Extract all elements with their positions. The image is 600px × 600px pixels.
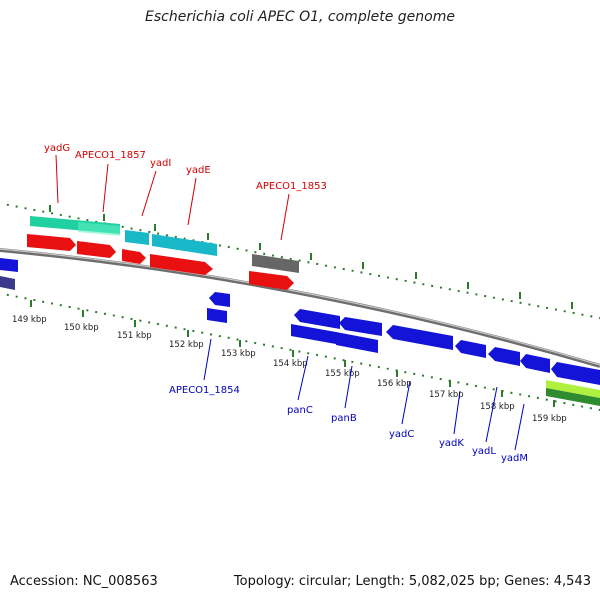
blue-gene-arrow: [294, 309, 340, 329]
tick-label: 155 kbp: [325, 369, 360, 379]
gene-label-APECO1_1857: APECO1_1857: [75, 150, 146, 161]
tick-label: 151 kbp: [117, 331, 152, 341]
blue-gene-arrow: [520, 354, 550, 373]
gene-label-yadG: yadG: [44, 143, 70, 154]
upper-ruler: [0, 202, 600, 319]
red-gene-arrow: [77, 241, 116, 258]
genome-stats-text: Topology: circular; Length: 5,082,025 bp…: [233, 574, 591, 589]
blue-gene-arrow: [209, 292, 230, 307]
top-leader-lines: [55, 154, 290, 241]
tick-label: 153 kbp: [221, 349, 256, 359]
gene-label-yadM: yadM: [501, 453, 528, 464]
yellowgreen-gene-block: [546, 380, 600, 398]
upper-major-ticks: [49, 205, 573, 309]
tick-label: 158 kbp: [480, 402, 515, 412]
gene-label-yadL: yadL: [472, 446, 496, 457]
map-title: Escherichia coli APEC O1, complete genom…: [145, 9, 455, 25]
blue-gene-arrow: [455, 340, 486, 358]
tick-label: 152 kbp: [169, 340, 204, 350]
red-gene-arrow: [249, 271, 294, 290]
tick-label: 150 kbp: [64, 323, 99, 333]
accession-text: Accession: NC_008563: [10, 574, 158, 589]
red-gene-arrow: [27, 234, 76, 251]
blue-gene-arrow: [386, 325, 453, 350]
red-gene-arrow: [122, 249, 146, 264]
gene-label-yadI: yadI: [150, 158, 171, 169]
tick-label: 154 kbp: [273, 359, 308, 369]
blue-gene-block: [207, 308, 227, 323]
cyan-gene-block: [152, 234, 217, 256]
cyan-gene-block: [125, 230, 149, 245]
backbone-highlight: [0, 248, 600, 366]
blue-gene-arrow: [551, 362, 600, 385]
bottom-leader-lines: [203, 338, 525, 451]
gene-label-panB: panB: [331, 413, 357, 424]
gene-label-yadC: yadC: [389, 429, 414, 440]
bottom-blue-genes: [207, 292, 600, 385]
gene-label-APECO1_1854: APECO1_1854: [169, 385, 240, 396]
blue-gene-block: [336, 332, 378, 353]
gene-label-panC: panC: [287, 405, 313, 416]
green-gene-block: [546, 388, 600, 406]
gene-label-yadE: yadE: [186, 165, 211, 176]
lower-ruler: [0, 292, 600, 411]
tick-label: 159 kbp: [532, 414, 567, 424]
lower-major-ticks: [30, 300, 555, 407]
top-red-genes: [27, 234, 299, 290]
top-teal-genes: [30, 216, 217, 256]
gray-gene-block: [252, 254, 299, 273]
tick-label: 157 kbp: [429, 390, 464, 400]
red-gene-arrow: [150, 254, 213, 275]
blue-gene-arrow: [488, 347, 520, 366]
gene-label-yadK: yadK: [439, 438, 464, 449]
right-green-genes: [546, 380, 600, 406]
backbone-line: [0, 248, 600, 368]
blue-gene-block: [291, 324, 336, 344]
teal-gene-block: [78, 222, 120, 236]
gene-label-APECO1_1853: APECO1_1853: [256, 181, 327, 192]
blue-gene-fragment: [0, 258, 18, 272]
blue-gene-arrow: [339, 317, 382, 336]
navy-gene-fragment: [0, 276, 15, 290]
tick-label: 149 kbp: [12, 315, 47, 325]
tick-label: 156 kbp: [377, 379, 412, 389]
